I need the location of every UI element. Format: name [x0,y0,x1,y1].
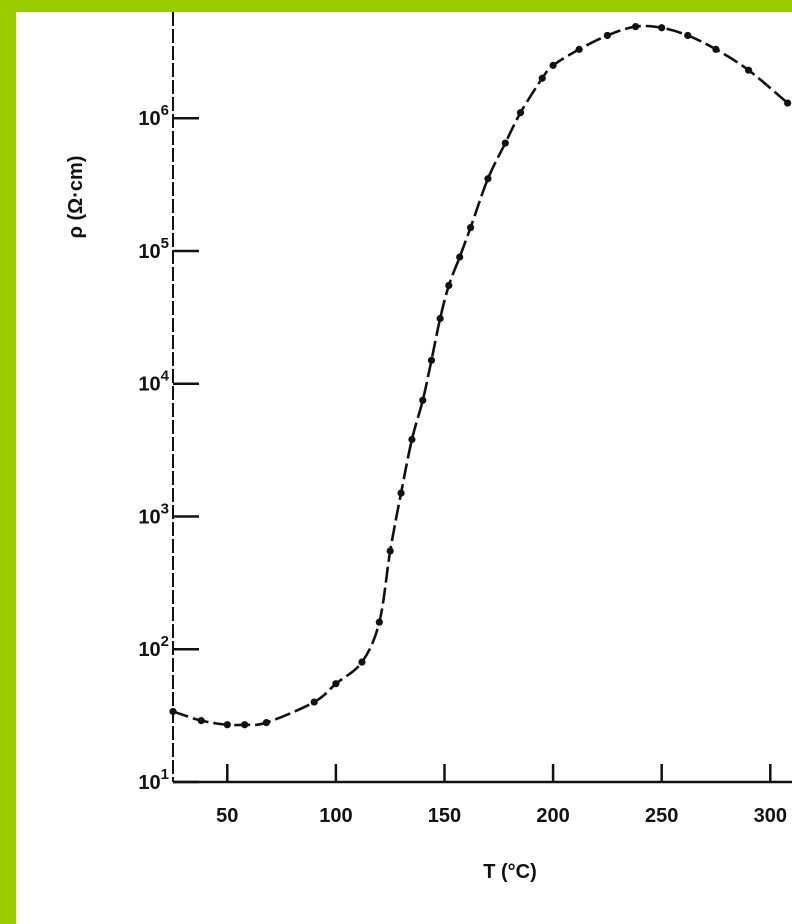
data-point [445,281,453,290]
y-tick-label: 103 [138,500,169,528]
chart-panel: 50 100 150 200 250 300 101 102 103 104 105 106 T (°… [16,12,792,924]
data-point [375,618,383,626]
tick-labels: 50 100 150 200 250 300 101 102 103 104 105 106 [138,102,787,827]
data-point [632,22,640,31]
data-point [784,99,792,107]
data-point [516,109,525,117]
data-point [603,31,611,40]
x-tick-label: 200 [536,805,569,827]
data-point [501,139,509,147]
x-axis-label: T (°C) [483,861,537,883]
data-point [575,45,583,53]
data-point [684,31,692,40]
x-tick-label: 250 [645,805,678,827]
data-point [419,396,427,404]
data-point [658,24,666,32]
x-tick-label: 100 [319,805,352,827]
data-point [427,356,436,364]
data-point [744,66,753,74]
data-point [466,223,475,232]
data-point [408,435,416,444]
data-curve [172,24,789,727]
series-line [172,24,789,727]
data-point [169,707,177,716]
data-point [197,717,205,725]
data-point [456,253,464,261]
data-point [241,721,249,729]
y-tick-label: 104 [138,368,169,396]
data-point [712,45,720,53]
data-point [262,719,270,727]
data-point [310,698,318,706]
data-point [538,74,546,82]
x-tick-label: 300 [754,805,787,827]
chart: 50 100 150 200 250 300 101 102 103 104 105 106 T (°… [65,12,792,883]
x-tick-label: 150 [428,805,461,827]
data-points [169,22,792,729]
data-point [484,175,492,183]
axes [172,12,792,784]
data-point [358,658,366,666]
y-axis-label: ρ (Ω·cm) [65,156,87,239]
y-tick-label: 106 [138,102,169,130]
data-point [386,547,394,555]
data-point [332,680,340,688]
x-tick-label: 50 [216,805,238,827]
data-point [223,721,231,729]
data-point [549,61,557,69]
y-tick-label: 102 [138,633,169,661]
y-tick-label: 105 [138,235,169,263]
data-point [436,314,444,323]
data-point [397,489,405,497]
y-tick-label: 101 [138,766,169,794]
